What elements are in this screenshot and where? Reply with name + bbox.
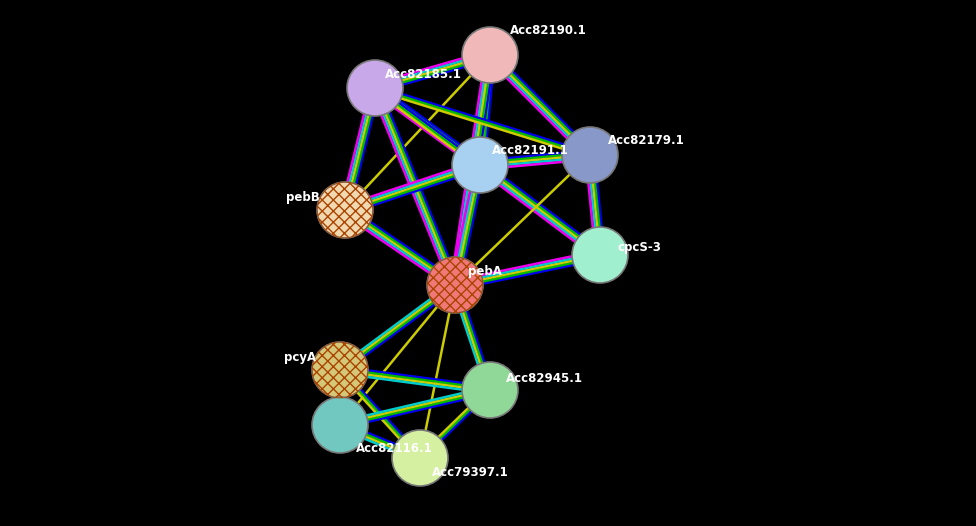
Circle shape	[317, 182, 373, 238]
Circle shape	[572, 227, 628, 283]
Text: pebB: pebB	[286, 190, 320, 204]
Text: Acc82116.1: Acc82116.1	[356, 441, 432, 454]
Circle shape	[462, 362, 518, 418]
Text: pcyA: pcyA	[284, 351, 316, 365]
Text: Acc82190.1: Acc82190.1	[510, 24, 587, 36]
Text: Acc79397.1: Acc79397.1	[432, 467, 508, 480]
Text: cpcS-3: cpcS-3	[618, 241, 662, 255]
Circle shape	[462, 27, 518, 83]
Circle shape	[312, 397, 368, 453]
Text: Acc82191.1: Acc82191.1	[492, 144, 569, 157]
Circle shape	[312, 342, 368, 398]
Text: Acc82185.1: Acc82185.1	[385, 68, 462, 82]
Circle shape	[347, 60, 403, 116]
Circle shape	[427, 257, 483, 313]
Circle shape	[392, 430, 448, 486]
Text: Acc82179.1: Acc82179.1	[608, 134, 685, 147]
Circle shape	[562, 127, 618, 183]
Text: pebA: pebA	[468, 266, 502, 278]
Text: Acc82945.1: Acc82945.1	[506, 371, 583, 385]
Circle shape	[452, 137, 508, 193]
